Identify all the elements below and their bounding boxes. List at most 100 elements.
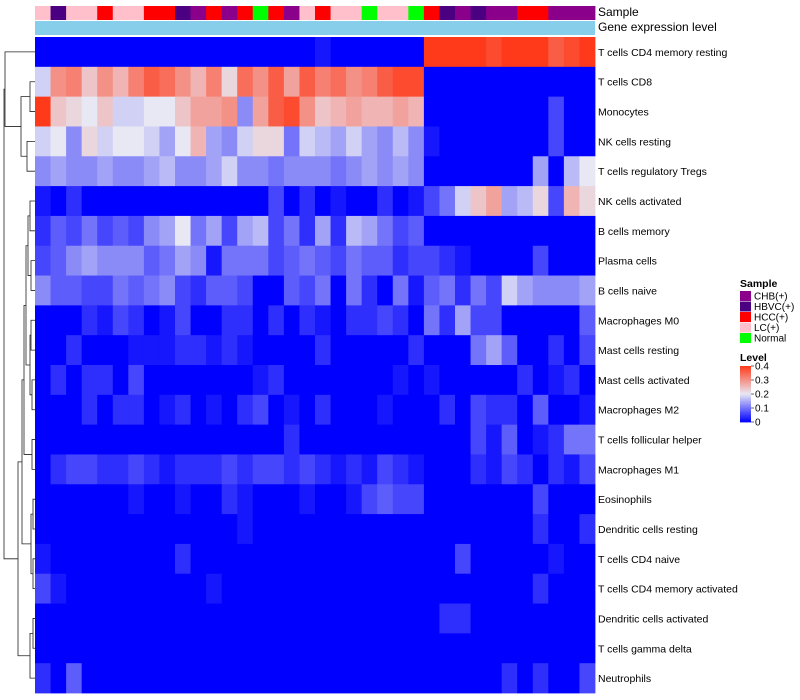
heatmap-cell xyxy=(361,37,378,68)
heatmap-cell xyxy=(175,633,191,664)
heatmap-cell xyxy=(315,37,331,68)
heatmap-cell xyxy=(423,156,440,187)
heatmap-cell xyxy=(97,394,114,426)
heatmap-cell xyxy=(579,663,596,694)
row-label: Dendritic cells resting xyxy=(598,524,698,536)
heatmap-cell xyxy=(35,633,51,664)
heatmap-cell xyxy=(408,484,425,515)
heatmap-cell xyxy=(361,186,378,217)
heatmap-cell xyxy=(35,663,51,694)
heatmap-cell xyxy=(268,394,285,426)
heatmap-cell xyxy=(563,126,580,157)
heatmap-cell xyxy=(423,663,440,694)
heatmap-cell xyxy=(283,514,300,545)
heatmap-cell xyxy=(159,37,176,68)
heatmap-cell xyxy=(159,245,176,276)
heatmap-cell xyxy=(423,335,440,366)
heatmap-cell xyxy=(66,126,83,157)
heatmap-cell xyxy=(408,96,425,127)
heatmap-cell xyxy=(299,633,316,664)
heatmap-cell xyxy=(579,424,596,455)
heatmap-cell xyxy=(392,424,409,455)
heatmap-cell xyxy=(423,305,440,336)
heatmap-cell xyxy=(330,633,347,664)
heatmap-cell xyxy=(346,126,363,157)
heatmap-cell xyxy=(330,365,347,396)
heatmap-cell xyxy=(501,514,518,545)
heatmap-cell xyxy=(35,37,51,68)
heatmap-cell xyxy=(423,66,440,98)
heatmap-cell xyxy=(283,454,300,485)
heatmap-cell xyxy=(501,37,518,68)
heatmap-cell xyxy=(563,543,580,575)
row-label: B cells naive xyxy=(598,285,657,297)
heatmap-cell xyxy=(268,245,285,276)
heatmap-cell xyxy=(486,215,503,247)
heatmap-cell xyxy=(517,215,534,247)
heatmap-cell xyxy=(50,186,67,217)
heatmap-cell xyxy=(221,126,238,157)
heatmap-cell xyxy=(50,424,67,455)
heatmap-cell xyxy=(159,514,176,545)
dendrogram-branch xyxy=(31,379,35,411)
heatmap-cell xyxy=(501,454,518,485)
heatmap-cell xyxy=(81,186,98,217)
heatmap-cell xyxy=(423,543,440,575)
heatmap-cell xyxy=(252,66,269,98)
row-labels: T cells CD4 memory resting T cells CD8 Mon… xyxy=(598,47,738,685)
heatmap-cell xyxy=(470,454,487,485)
heatmap-cell xyxy=(501,335,518,366)
heatmap-cell xyxy=(455,454,471,485)
heatmap-cell xyxy=(268,66,285,98)
heatmap-cell xyxy=(377,66,394,98)
heatmap-cell xyxy=(268,275,285,306)
heatmap-cell xyxy=(159,424,176,455)
heatmap-cell xyxy=(50,335,67,366)
heatmap-cell xyxy=(50,573,67,604)
heatmap-cell xyxy=(579,126,596,157)
heatmap-cell xyxy=(175,394,191,426)
heatmap-cell xyxy=(548,275,565,306)
heatmap-cell xyxy=(392,305,409,336)
sample-legend-swatch xyxy=(740,312,751,322)
heatmap-cell xyxy=(470,335,487,366)
heatmap-cell xyxy=(252,275,269,306)
heatmap-cell xyxy=(548,394,565,426)
heatmap-cell xyxy=(206,603,223,634)
heatmap-cell xyxy=(517,573,534,604)
heatmap-cell xyxy=(252,335,269,366)
heatmap-cell xyxy=(346,365,363,396)
heatmap-cell xyxy=(501,663,518,694)
heatmap-cell xyxy=(268,96,285,127)
heatmap-cell xyxy=(470,37,487,68)
heatmap-cell xyxy=(408,245,425,276)
heatmap-cell xyxy=(35,215,51,247)
sample-legend-label: Normal xyxy=(754,334,786,345)
heatmap-cell xyxy=(50,37,67,68)
heatmap-cell xyxy=(50,126,67,157)
heatmap-cell xyxy=(377,424,394,455)
sample-annotation-cell xyxy=(143,6,160,20)
heatmap-cell xyxy=(315,186,331,217)
heatmap-cell xyxy=(221,484,238,515)
heatmap-cell xyxy=(97,484,114,515)
heatmap-cell xyxy=(143,126,160,157)
heatmap-cell xyxy=(517,186,534,217)
heatmap-cell xyxy=(66,394,83,426)
level-colorbar-segment xyxy=(740,399,751,402)
heatmap-cell xyxy=(579,156,596,187)
heatmap-cell xyxy=(159,66,176,98)
sample-legend-label: HCC(+) xyxy=(754,313,788,324)
heatmap-cell xyxy=(97,186,114,217)
heatmap-cell xyxy=(81,424,98,455)
heatmap-cell xyxy=(346,663,363,694)
heatmap-cell xyxy=(128,96,145,127)
heatmap-cell xyxy=(455,186,471,217)
heatmap-cell xyxy=(517,156,534,187)
heatmap-cell xyxy=(190,454,207,485)
heatmap-cell xyxy=(455,305,471,336)
heatmap-cell xyxy=(501,186,518,217)
heatmap-cell xyxy=(315,126,331,157)
heatmap-cell xyxy=(439,484,456,515)
heatmap-cell xyxy=(423,573,440,604)
